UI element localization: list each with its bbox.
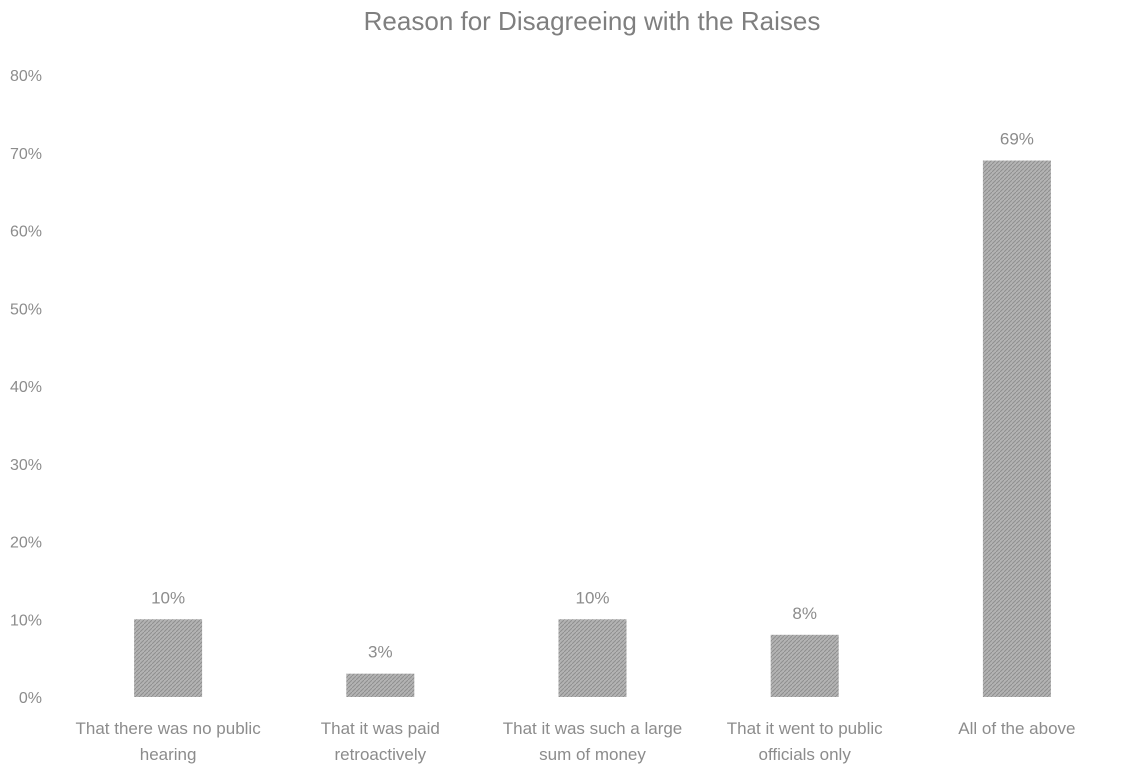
bar — [134, 619, 203, 697]
data-label: 69% — [1000, 130, 1034, 149]
x-tick-label: That it went to public officials only — [727, 719, 883, 764]
data-label: 10% — [151, 588, 185, 607]
data-labels: 10% 3% 10% 8% 69% — [151, 130, 1034, 662]
x-tick-label-line: All of the above — [958, 719, 1075, 738]
x-tick-label-line: That it was such a large — [503, 719, 683, 738]
y-tick-label: 10% — [10, 612, 42, 629]
bar — [770, 634, 839, 697]
y-tick-label: 0% — [19, 690, 42, 707]
data-label: 10% — [575, 588, 609, 607]
x-tick-label: That it was paid retroactively — [321, 719, 440, 764]
x-tick-label-line: hearing — [140, 745, 197, 764]
x-tick-label: That it was such a large sum of money — [503, 719, 683, 764]
y-tick-label: 40% — [10, 379, 42, 396]
data-label: 8% — [792, 604, 817, 623]
bar — [982, 160, 1051, 697]
y-tick-label: 20% — [10, 535, 42, 552]
y-tick-label: 80% — [10, 68, 42, 85]
x-tick-label-line: That it was paid — [321, 719, 440, 738]
bar — [558, 619, 627, 697]
x-tick-label-line: sum of money — [539, 745, 646, 764]
y-axis: 0% 10% 20% 30% 40% 50% 60% 70% 80% — [10, 68, 42, 707]
bars — [134, 160, 1051, 697]
y-tick-label: 30% — [10, 457, 42, 474]
x-axis: That there was no public hearing That it w… — [75, 719, 1075, 764]
x-tick-label-line: retroactively — [334, 745, 426, 764]
x-tick-label: All of the above — [958, 719, 1075, 738]
y-tick-label: 50% — [10, 301, 42, 318]
x-tick-label-line: That it went to public — [727, 719, 883, 738]
x-tick-label-line: officials only — [759, 745, 852, 764]
bar — [346, 673, 415, 697]
x-tick-label-line: That there was no public — [75, 719, 261, 738]
chart-title: Reason for Disagreeing with the Raises — [364, 6, 821, 36]
data-label: 3% — [368, 643, 393, 662]
y-tick-label: 60% — [10, 224, 42, 241]
x-tick-label: That there was no public hearing — [75, 719, 261, 764]
y-tick-label: 70% — [10, 146, 42, 163]
